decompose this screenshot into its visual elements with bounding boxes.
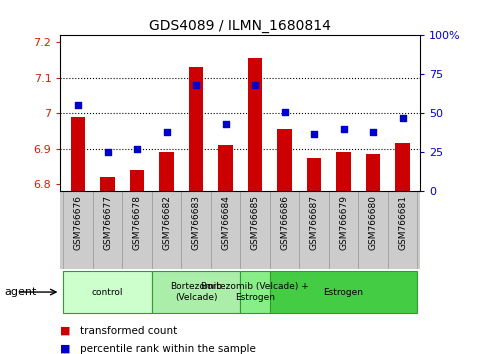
Text: ■: ■ <box>60 326 71 336</box>
Text: GSM766677: GSM766677 <box>103 195 112 250</box>
Bar <box>71 117 85 191</box>
Text: agent: agent <box>5 287 37 297</box>
Bar <box>299 191 329 269</box>
Text: control: control <box>92 287 123 297</box>
Bar <box>159 152 174 191</box>
Text: GSM766687: GSM766687 <box>310 195 318 250</box>
Text: GSM766683: GSM766683 <box>192 195 200 250</box>
Bar <box>358 191 388 269</box>
Bar <box>395 143 410 191</box>
Text: GSM766678: GSM766678 <box>132 195 142 250</box>
Point <box>310 131 318 136</box>
Point <box>133 146 141 152</box>
Point <box>340 126 347 132</box>
Point <box>74 103 82 108</box>
Point <box>251 82 259 88</box>
Bar <box>270 191 299 269</box>
Text: percentile rank within the sample: percentile rank within the sample <box>80 344 256 354</box>
Point <box>192 82 200 88</box>
Text: GSM766682: GSM766682 <box>162 195 171 250</box>
Bar <box>241 271 270 313</box>
Text: GSM766686: GSM766686 <box>280 195 289 250</box>
Text: Estrogen: Estrogen <box>324 287 364 297</box>
Bar <box>63 191 93 269</box>
Bar <box>329 191 358 269</box>
Bar <box>63 271 152 313</box>
Text: GSM766676: GSM766676 <box>73 195 83 250</box>
Text: Bortezomib
(Velcade): Bortezomib (Velcade) <box>170 282 222 302</box>
Bar <box>388 191 417 269</box>
Text: transformed count: transformed count <box>80 326 177 336</box>
Bar <box>307 158 321 191</box>
Bar <box>270 271 417 313</box>
Bar <box>181 191 211 269</box>
Text: ■: ■ <box>60 344 71 354</box>
Text: GSM766679: GSM766679 <box>339 195 348 250</box>
Bar <box>218 145 233 191</box>
Point <box>163 129 170 135</box>
Text: GSM766681: GSM766681 <box>398 195 407 250</box>
Bar <box>336 152 351 191</box>
Point <box>222 121 229 127</box>
Title: GDS4089 / ILMN_1680814: GDS4089 / ILMN_1680814 <box>149 19 331 33</box>
Bar <box>100 177 115 191</box>
Point <box>104 149 112 155</box>
Bar <box>130 170 144 191</box>
Bar <box>241 191 270 269</box>
Bar <box>189 67 203 191</box>
Bar <box>248 58 262 191</box>
Point <box>281 109 288 115</box>
Text: Bortezomib (Velcade) +
Estrogen: Bortezomib (Velcade) + Estrogen <box>201 282 309 302</box>
Bar <box>122 191 152 269</box>
Bar <box>366 154 381 191</box>
Text: GSM766685: GSM766685 <box>251 195 259 250</box>
Text: GSM766680: GSM766680 <box>369 195 378 250</box>
Bar <box>277 129 292 191</box>
Bar <box>211 191 241 269</box>
Point <box>369 129 377 135</box>
Bar <box>93 191 122 269</box>
Text: GSM766684: GSM766684 <box>221 195 230 250</box>
Bar <box>152 271 241 313</box>
Bar <box>152 191 181 269</box>
Point <box>398 115 406 121</box>
